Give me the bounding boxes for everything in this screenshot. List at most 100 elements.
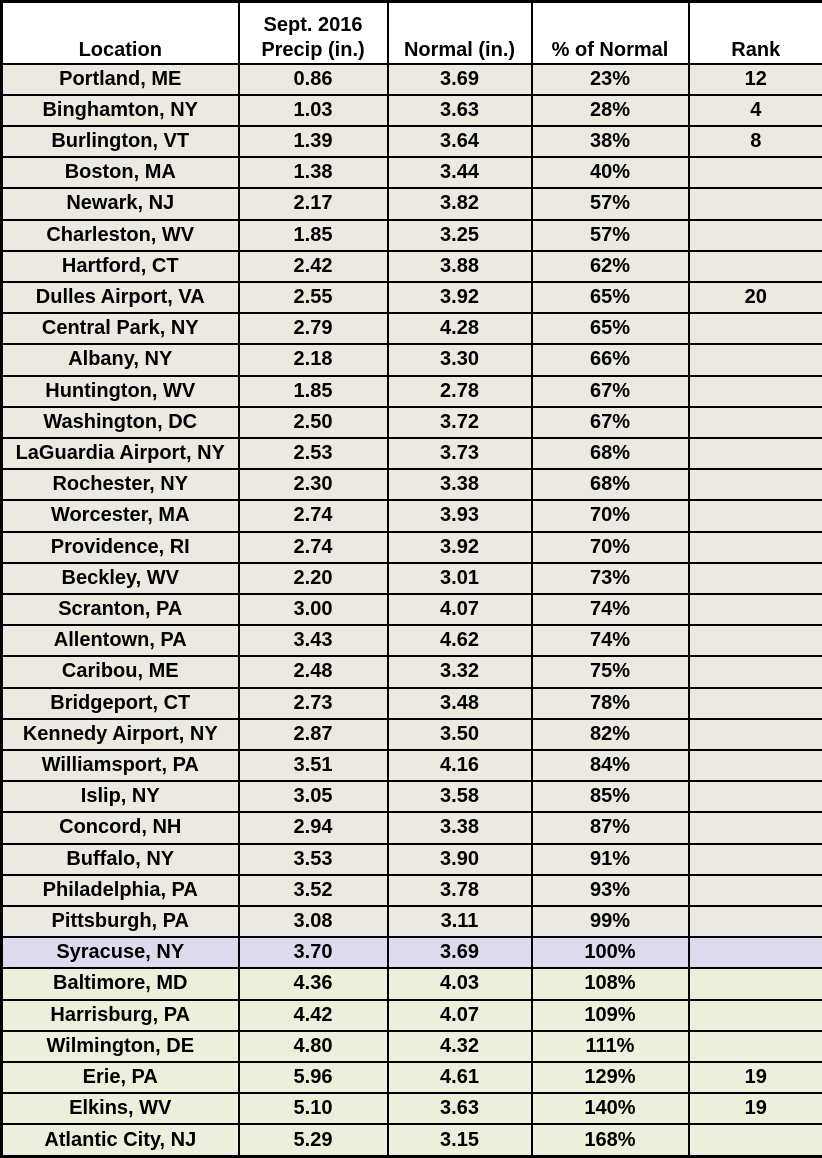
cell-precip: 2.48 (237, 655, 389, 689)
cell-pct: 129% (530, 1060, 690, 1095)
table-row: Albany, NY 2.18 3.30 66% (0, 343, 822, 377)
cell-location: Concord, NH (0, 811, 240, 845)
cell-rank (687, 873, 822, 907)
cell-normal: 3.63 (386, 1092, 533, 1126)
cell-pct: 84% (530, 748, 690, 783)
cell-normal: 4.32 (386, 1029, 533, 1064)
cell-location: Beckley, WV (0, 561, 240, 595)
cell-rank (687, 187, 822, 221)
table-row: Rochester, NY 2.30 3.38 68% (0, 468, 822, 502)
cell-normal: 4.03 (386, 967, 533, 1001)
cell-normal: 3.90 (386, 842, 533, 876)
cell-pct: 73% (530, 561, 690, 595)
table-row: Atlantic City, NJ 5.29 3.15 168% (0, 1123, 822, 1158)
cell-rank (687, 967, 822, 1001)
cell-location: Baltimore, MD (0, 967, 240, 1001)
cell-rank (687, 405, 822, 439)
table-row: Beckley, WV 2.20 3.01 73% (0, 561, 822, 595)
cell-pct: 40% (530, 156, 690, 190)
cell-rank (687, 686, 822, 720)
table-row: Washington, DC 2.50 3.72 67% (0, 405, 822, 439)
cell-normal: 3.48 (386, 686, 533, 720)
table-header: Location Sept. 2016 Precip (in.) Normal … (0, 0, 822, 65)
cell-precip: 3.51 (237, 748, 389, 783)
table-row: Williamsport, PA 3.51 4.16 84% (0, 748, 822, 783)
cell-normal: 4.07 (386, 592, 533, 627)
table-row: Elkins, WV 5.10 3.63 140% 19 (0, 1092, 822, 1126)
cell-pct: 70% (530, 530, 690, 564)
cell-precip: 2.20 (237, 561, 389, 595)
cell-normal: 4.28 (386, 312, 533, 346)
cell-normal: 4.16 (386, 748, 533, 783)
cell-rank (687, 343, 822, 377)
cell-precip: 2.55 (237, 280, 389, 315)
cell-pct: 23% (530, 62, 690, 96)
cell-rank (687, 156, 822, 190)
cell-precip: 2.87 (237, 717, 389, 751)
cell-normal: 3.92 (386, 530, 533, 564)
cell-normal: 3.92 (386, 280, 533, 315)
cell-precip: 4.42 (237, 998, 389, 1032)
cell-normal: 3.32 (386, 655, 533, 689)
cell-precip: 2.17 (237, 187, 389, 221)
cell-precip: 1.38 (237, 156, 389, 190)
cell-location: Central Park, NY (0, 312, 240, 346)
table-row: Kennedy Airport, NY 2.87 3.50 82% (0, 717, 822, 751)
cell-location: Philadelphia, PA (0, 873, 240, 907)
cell-normal: 3.38 (386, 468, 533, 502)
header-location: Location (0, 0, 240, 65)
cell-precip: 2.73 (237, 686, 389, 720)
cell-pct: 78% (530, 686, 690, 720)
cell-precip: 2.18 (237, 343, 389, 377)
table-row: Newark, NJ 2.17 3.82 57% (0, 187, 822, 221)
cell-rank (687, 499, 822, 533)
cell-precip: 1.39 (237, 124, 389, 159)
cell-location: Portland, ME (0, 62, 240, 96)
table-row: Binghamton, NY 1.03 3.63 28% 4 (0, 93, 822, 127)
table-row: Burlington, VT 1.39 3.64 38% 8 (0, 124, 822, 159)
cell-precip: 2.79 (237, 312, 389, 346)
cell-normal: 3.25 (386, 218, 533, 252)
table-row: Allentown, PA 3.43 4.62 74% (0, 624, 822, 658)
cell-rank (687, 780, 822, 814)
cell-pct: 65% (530, 312, 690, 346)
cell-location: Harrisburg, PA (0, 998, 240, 1032)
cell-precip: 3.53 (237, 842, 389, 876)
cell-normal: 3.69 (386, 936, 533, 970)
cell-precip: 2.53 (237, 436, 389, 471)
table-row: Charleston, WV 1.85 3.25 57% (0, 218, 822, 252)
table-row: Huntington, WV 1.85 2.78 67% (0, 374, 822, 408)
cell-normal: 3.93 (386, 499, 533, 533)
header-pct-of-normal: % of Normal (530, 0, 690, 65)
cell-location: Charleston, WV (0, 218, 240, 252)
cell-location: Burlington, VT (0, 124, 240, 159)
cell-precip: 1.85 (237, 218, 389, 252)
cell-precip: 3.70 (237, 936, 389, 970)
cell-pct: 74% (530, 592, 690, 627)
header-rank: Rank (687, 0, 822, 65)
cell-pct: 108% (530, 967, 690, 1001)
cell-normal: 3.73 (386, 436, 533, 471)
header-row: Location Sept. 2016 Precip (in.) Normal … (0, 0, 822, 65)
table-row: Providence, RI 2.74 3.92 70% (0, 530, 822, 564)
cell-rank (687, 748, 822, 783)
cell-pct: 62% (530, 249, 690, 283)
cell-pct: 65% (530, 280, 690, 315)
cell-location: Washington, DC (0, 405, 240, 439)
cell-precip: 3.43 (237, 624, 389, 658)
cell-location: Rochester, NY (0, 468, 240, 502)
header-precip-line2: Precip (in.) (261, 38, 365, 61)
table-row: Caribou, ME 2.48 3.32 75% (0, 655, 822, 689)
cell-rank (687, 436, 822, 471)
cell-precip: 5.29 (237, 1123, 389, 1158)
cell-pct: 99% (530, 904, 690, 939)
cell-location: Scranton, PA (0, 592, 240, 627)
cell-normal: 3.78 (386, 873, 533, 907)
cell-rank (687, 312, 822, 346)
cell-pct: 87% (530, 811, 690, 845)
cell-precip: 2.94 (237, 811, 389, 845)
cell-pct: 38% (530, 124, 690, 159)
cell-precip: 2.42 (237, 249, 389, 283)
